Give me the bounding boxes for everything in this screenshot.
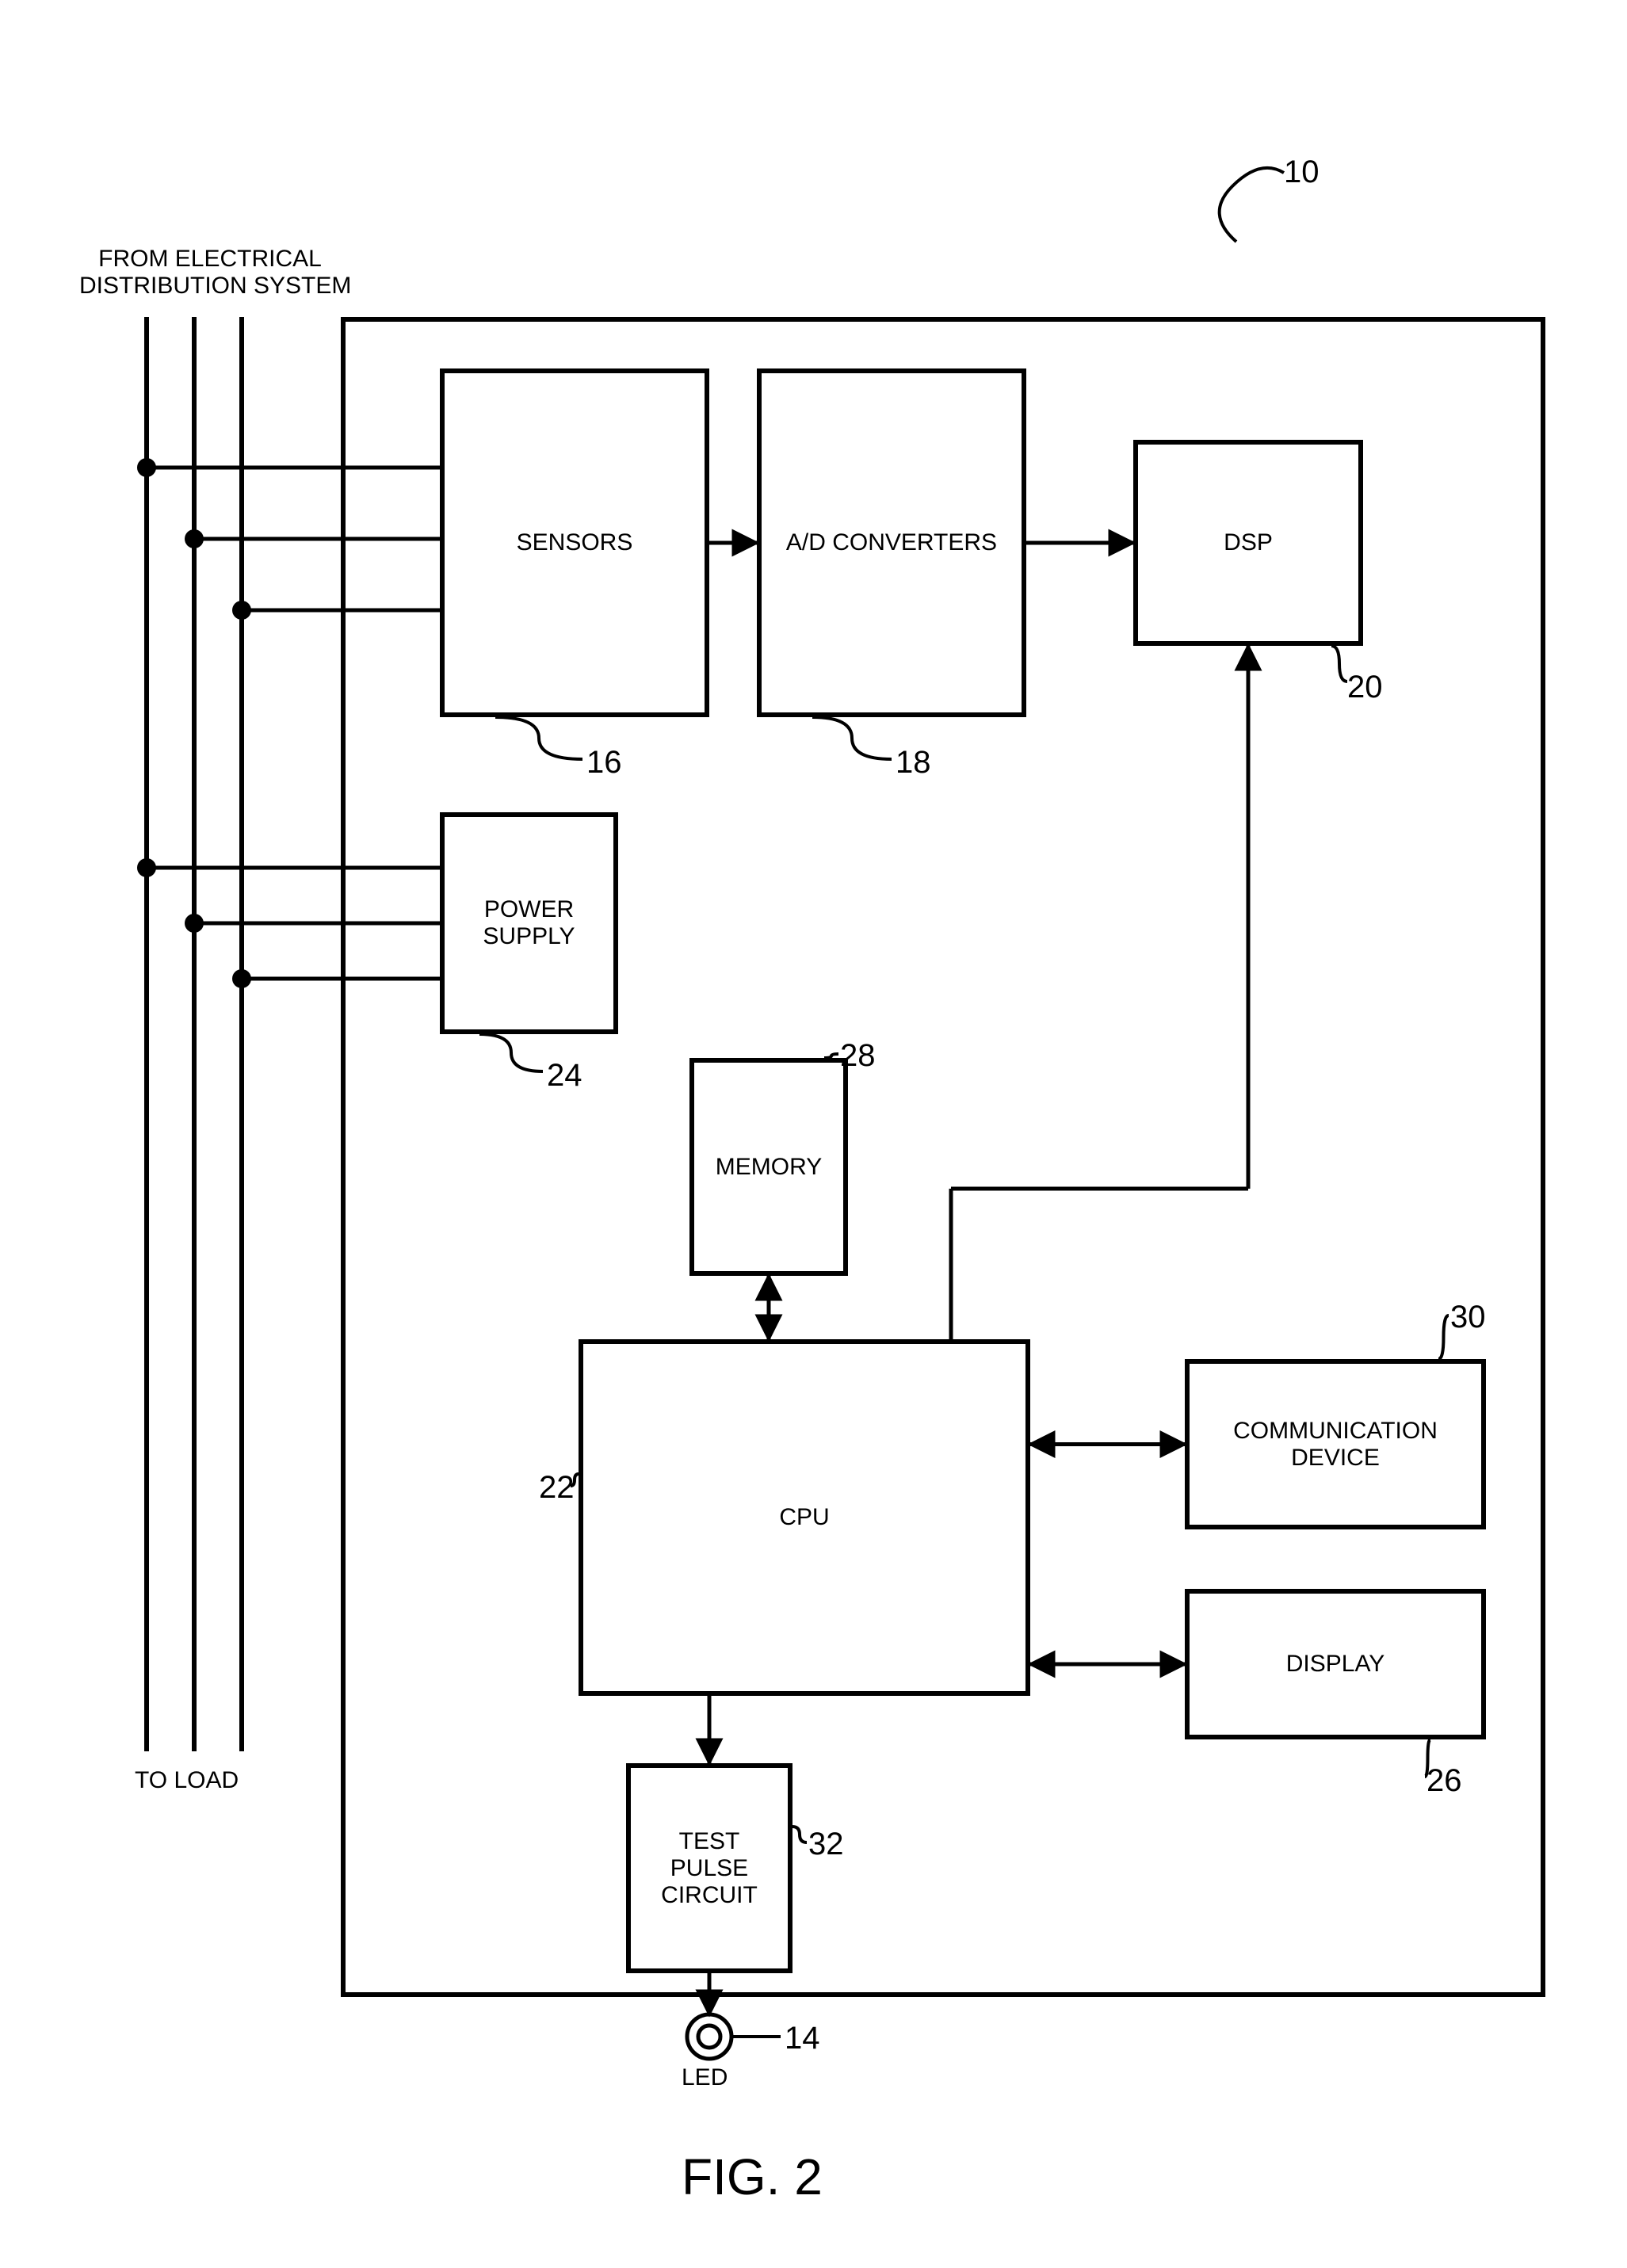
led-label: LED	[682, 2064, 728, 2091]
ref-30: 30	[1450, 1300, 1486, 1335]
cpu-label: CPU	[779, 1504, 829, 1531]
power-line-1	[144, 317, 149, 1751]
comm-block: COMMUNICATION DEVICE	[1185, 1359, 1486, 1529]
ref-26: 26	[1426, 1763, 1462, 1799]
comm-label: COMMUNICATION DEVICE	[1233, 1418, 1438, 1472]
sensors-block: SENSORS	[440, 368, 709, 717]
testpulse-block: TEST PULSE CIRCUIT	[626, 1763, 792, 1973]
ref-16: 16	[586, 745, 622, 781]
dsp-label: DSP	[1224, 529, 1273, 556]
ref-32: 32	[808, 1827, 844, 1862]
power-line-3	[239, 317, 244, 1751]
cpu-block: CPU	[579, 1339, 1030, 1696]
adc-block: A/D CONVERTERS	[757, 368, 1026, 717]
power-line-2	[192, 317, 197, 1751]
output-load-label: TO LOAD	[135, 1767, 239, 1794]
sensors-label: SENSORS	[517, 529, 633, 556]
display-label: DISPLAY	[1286, 1651, 1385, 1678]
ref-22: 22	[539, 1470, 575, 1506]
testpulse-label: TEST PULSE CIRCUIT	[661, 1828, 758, 1909]
ref-28: 28	[840, 1038, 876, 1074]
memory-label: MEMORY	[716, 1154, 822, 1181]
dsp-block: DSP	[1133, 440, 1363, 646]
diagram-stage: SENSORS A/D CONVERTERS DSP POWER SUPPLY …	[0, 0, 1627, 2268]
input-source-label: FROM ELECTRICAL DISTRIBUTION SYSTEM	[79, 246, 341, 300]
ref-24: 24	[547, 1058, 582, 1094]
psu-label: POWER SUPPLY	[483, 896, 575, 950]
ref-10: 10	[1284, 155, 1320, 190]
display-block: DISPLAY	[1185, 1589, 1486, 1739]
ref-18: 18	[896, 745, 931, 781]
memory-block: MEMORY	[689, 1058, 848, 1276]
adc-label: A/D CONVERTERS	[786, 529, 997, 556]
figure-caption: FIG. 2	[682, 2148, 823, 2206]
ref-14: 14	[785, 2021, 820, 2056]
psu-block: POWER SUPPLY	[440, 812, 618, 1034]
ref-20: 20	[1347, 670, 1383, 705]
